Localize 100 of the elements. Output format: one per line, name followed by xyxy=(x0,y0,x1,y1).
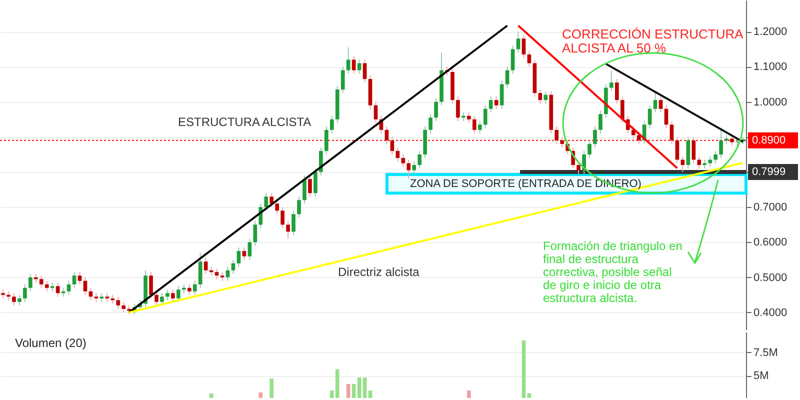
candlestick xyxy=(176,286,180,302)
candlestick xyxy=(44,280,49,292)
candlestick xyxy=(653,90,658,113)
candlestick xyxy=(214,268,219,280)
candlestick xyxy=(12,292,16,306)
candlestick xyxy=(248,238,252,260)
candlestick xyxy=(308,175,312,198)
candlestick xyxy=(494,96,498,110)
candlestick xyxy=(270,192,274,208)
candlestick xyxy=(23,284,27,302)
candlestick xyxy=(636,131,641,144)
candlestick xyxy=(149,272,153,299)
candlestick xyxy=(18,294,22,306)
candlestick xyxy=(292,210,296,236)
annotation: ESTRUCTURA ALCISTA xyxy=(178,115,312,129)
candlestick xyxy=(192,280,197,296)
candlestick xyxy=(500,80,504,110)
candlestick xyxy=(406,159,411,180)
candlestick xyxy=(516,31,520,54)
candlestick xyxy=(253,220,258,246)
y-tick-label: 1.0000 xyxy=(754,96,788,108)
candlestick xyxy=(275,200,279,215)
candlestick xyxy=(418,150,422,170)
candlestick xyxy=(330,115,334,134)
candlestick xyxy=(154,290,158,306)
candlestick xyxy=(319,146,323,176)
candlestick xyxy=(28,273,32,292)
candlestick xyxy=(412,160,416,174)
candlestick xyxy=(160,292,164,306)
candlestick xyxy=(472,115,476,134)
candlestick xyxy=(384,126,389,144)
candlestick xyxy=(396,146,400,162)
y-tick-label: 0.7000 xyxy=(754,202,788,214)
candlestick xyxy=(648,104,652,129)
candlestick xyxy=(357,59,362,74)
annotation: CORRECCIÓN ESTRUCTURA ALCISTA AL 50 % xyxy=(562,26,744,56)
ref-line-label: 0.8900 xyxy=(752,134,786,146)
candlestick xyxy=(302,175,306,204)
candlestick xyxy=(510,45,515,74)
candlestick xyxy=(56,282,60,298)
candlestick xyxy=(187,284,192,296)
candlestick xyxy=(576,160,580,174)
candlestick xyxy=(280,206,284,229)
candlestick xyxy=(598,110,602,134)
candlestick xyxy=(401,154,406,168)
candlestick xyxy=(467,112,471,124)
candlestick xyxy=(620,96,624,124)
candlestick xyxy=(122,301,126,313)
candlestick xyxy=(719,128,723,158)
annotation: Directriz alcista xyxy=(338,265,420,279)
y-tick-label: 1.2000 xyxy=(754,26,788,38)
candlestick xyxy=(116,296,120,310)
candlestick xyxy=(374,101,378,124)
candlestick xyxy=(505,66,510,88)
candlestick xyxy=(714,150,718,164)
candlestick xyxy=(692,136,696,164)
candlestick xyxy=(560,136,564,148)
candlestick xyxy=(362,59,367,83)
y-tick-label: 7.5M xyxy=(754,346,778,359)
candlestick xyxy=(314,168,318,198)
candlestick xyxy=(286,220,290,240)
candlestick xyxy=(488,96,493,113)
annotation: Formación de triangulo en final de estructura correctiva, posible señal de giro e inicio de otra estructura alcista. xyxy=(543,239,682,305)
candlestick xyxy=(593,126,597,148)
candlestick xyxy=(615,78,619,104)
candlestick xyxy=(680,156,685,173)
y-tick-label: 1.1000 xyxy=(754,61,788,74)
chart-title: Volumen (20) xyxy=(15,336,86,350)
candlestick xyxy=(39,275,44,288)
candlestick xyxy=(675,136,680,164)
candlestick xyxy=(664,104,668,129)
candlestick xyxy=(236,247,241,268)
candlestick xyxy=(166,289,170,301)
candlestick xyxy=(66,280,71,296)
ref-line-label: 0.7999 xyxy=(752,166,786,178)
candlestick xyxy=(697,156,702,170)
candlestick xyxy=(582,150,586,174)
candlestick xyxy=(588,140,592,158)
candlestick xyxy=(226,266,230,282)
candlestick xyxy=(324,126,328,155)
candlestick xyxy=(352,56,356,74)
candlestick xyxy=(522,34,526,58)
candlestick xyxy=(171,289,175,302)
y-tick-label: 0.6000 xyxy=(754,236,788,249)
candlestick xyxy=(78,272,82,285)
candlestick xyxy=(242,247,246,260)
y-tick-label: 0.5000 xyxy=(754,272,788,284)
candlestick xyxy=(198,252,202,288)
candlestick xyxy=(297,196,301,218)
candlestick xyxy=(204,258,208,274)
candlestick xyxy=(72,272,76,288)
candlestick xyxy=(264,192,268,212)
candlestick xyxy=(610,70,614,92)
candlestick xyxy=(231,259,236,274)
candlestick xyxy=(428,114,432,134)
candlestick xyxy=(730,134,734,146)
candlestick xyxy=(483,104,488,129)
candlestick xyxy=(346,46,350,74)
candlestick xyxy=(340,66,345,94)
candlestick xyxy=(554,126,559,144)
